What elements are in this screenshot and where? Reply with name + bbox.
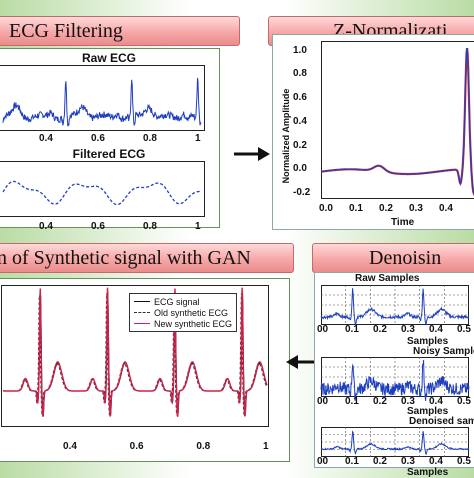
noisy-sample-tick-0: 00 [317,396,328,407]
gan-header: n of Synthetic signal with GAN [0,243,294,273]
raw-ecg-tick-0: 0.4 [39,133,53,144]
legend-label-old: Old synthetic ECG [154,308,228,318]
z-norm-x-tick-3: 0.3 [409,203,423,214]
ecg-filtering-header: ECG Filtering [0,16,240,46]
gan-x-tick-1: 0.6 [130,441,144,452]
raw-ecg-tick-3: 1 [195,133,201,144]
gan-x-tick-0: 0.4 [63,441,77,452]
gan-x-tick-2: 0.8 [196,441,210,452]
z-norm-plot [321,41,474,201]
denoised-sample-tick-0: 00 [317,456,328,467]
raw-ecg-title: Raw ECG [0,51,219,65]
arrow-right-icon [232,144,272,164]
denoised-sample-xlabel: Samples [407,467,448,478]
z-norm-x-tick-4: 0.4 [439,203,453,214]
z-norm-frame [322,42,474,199]
legend-label-ecg: ECG signal [154,297,200,307]
legend-swatch-ecg [134,301,150,302]
raw-samples-tick-1: 0.1 [345,324,359,335]
z-norm-xlabel: Time [391,217,414,228]
z-norm-trace [321,48,474,193]
raw-samples-plot [321,285,471,325]
raw-samples-tick-0: 00 [317,324,328,335]
z-norm-ytick-1: 0.8 [293,68,307,79]
filtered-ecg-trace [3,181,201,204]
gan-x-tick-3: 1 [263,441,269,452]
filtered-ecg-tick-0: 0.4 [39,221,53,232]
noisy-sample-tick-1: 0.1 [345,396,359,407]
z-norm-ytick-3: 0.4 [293,116,307,127]
raw-samples-tick-2: 0.2 [373,324,387,335]
raw-ecg-tick-1: 0.6 [91,133,105,144]
z-norm-ytick-6: -0.2 [293,187,310,198]
denoised-sample-tick-5: 0.5 [457,456,471,467]
denoising-title: Denoisin [369,247,441,269]
legend-row-ecg: ECG signal [134,296,232,307]
noisy-sample-tick-2: 0.2 [373,396,387,407]
z-norm-ylabel: Normalized Amplitude [281,81,291,191]
raw-samples-title: Raw Samples [355,273,419,284]
z-norm-ytick-0: 1.0 [293,45,307,56]
filtered-ecg-tick-2: 0.8 [143,221,157,232]
z-norm-ytick-4: 0.2 [293,140,307,151]
ecg-filtering-title: ECG Filtering [9,20,123,42]
denoised-sample-tick-3: 0.3 [401,456,415,467]
noisy-sample-title: Noisy Sample [413,346,474,357]
filtered-ecg-tick-3: 1 [195,221,201,232]
denoised-sample-title: Denoised sam [409,416,474,427]
gan-title: n of Synthetic signal with GAN [0,247,251,269]
denoised-sample-tick-2: 0.2 [373,456,387,467]
raw-samples-tick-4: 0.4 [429,324,443,335]
noisy-sample-plot [321,357,471,397]
z-norm-x-tick-2: 0.2 [379,203,393,214]
z-norm-ytick-2: 0.6 [293,92,307,103]
legend-row-new: New synthetic ECG [134,318,232,329]
z-norm-x-tick-0: 0.0 [319,203,333,214]
filtered-ecg-tick-1: 0.6 [91,221,105,232]
z-norm-trace-highlight [321,48,474,193]
denoising-header: Denoisin [312,243,474,273]
z-norm-x-tick-1: 0.1 [349,203,363,214]
legend-label-new: New synthetic ECG [154,319,232,329]
filtered-ecg-plot [0,161,219,221]
legend-row-old: Old synthetic ECG [134,307,232,318]
noisy-sample-tick-5: 0.5 [457,396,471,407]
gan-panel: ECG signal Old synthetic ECG New synthet… [0,278,290,462]
denoised-sample-tick-4: 0.4 [429,456,443,467]
raw-ecg-tick-2: 0.8 [143,133,157,144]
raw-samples-tick-5: 0.5 [457,324,471,335]
legend-swatch-old [134,312,150,313]
filtered-ecg-title: Filtered ECG [0,147,219,161]
denoised-sample-plot [321,427,471,457]
raw-ecg-plot [0,65,219,135]
gan-legend: ECG signal Old synthetic ECG New synthet… [129,293,237,332]
denoised-sample-tick-1: 0.1 [345,456,359,467]
raw-ecg-trace [3,78,201,126]
raw-samples-tick-3: 0.3 [401,324,415,335]
z-norm-ytick-5: 0.0 [293,163,307,174]
legend-swatch-new [134,323,150,324]
